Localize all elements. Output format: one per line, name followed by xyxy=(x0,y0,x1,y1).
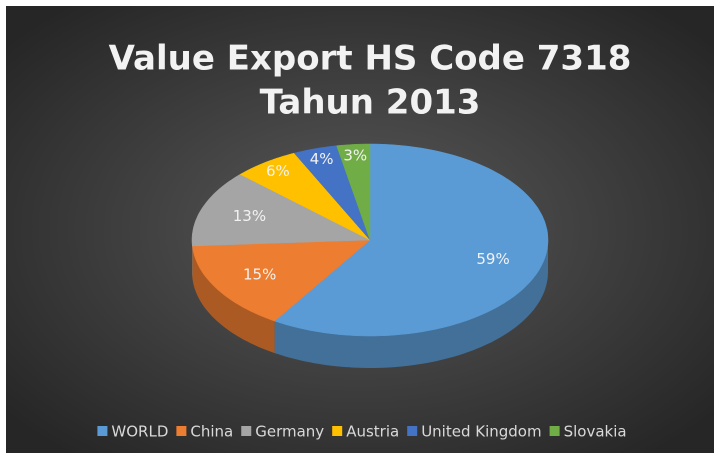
pie-side xyxy=(192,246,275,354)
legend-swatch xyxy=(549,426,560,436)
pie-slice xyxy=(336,143,371,241)
pie-slice xyxy=(239,152,371,241)
data-label: 59% xyxy=(476,250,509,268)
chart-title: Tahun 2013 xyxy=(260,83,481,123)
legend-swatch xyxy=(176,426,187,436)
legend-label: Austria xyxy=(346,423,399,441)
legend-label: United Kingdom xyxy=(421,423,541,441)
chart-title: Value Export HS Code 7318 xyxy=(109,39,632,79)
data-label: 3% xyxy=(343,146,367,164)
legend-swatch xyxy=(407,426,418,436)
data-label: 4% xyxy=(310,150,334,168)
pie-slice xyxy=(293,145,371,241)
legend-swatch xyxy=(241,426,252,436)
legend-swatch xyxy=(332,426,343,436)
legend-label: WORLD xyxy=(111,423,168,441)
pie-side xyxy=(274,240,548,368)
data-label: 6% xyxy=(266,162,290,180)
legend-label: China xyxy=(190,423,233,441)
legend-label: Germany xyxy=(255,423,324,441)
data-label: 13% xyxy=(233,207,266,225)
data-label: 15% xyxy=(243,266,276,284)
legend-label: Slovakia xyxy=(564,423,627,441)
legend-swatch xyxy=(97,426,108,436)
pie-slice xyxy=(274,143,549,337)
pie-slice xyxy=(192,239,371,322)
pie-slice xyxy=(191,174,371,247)
